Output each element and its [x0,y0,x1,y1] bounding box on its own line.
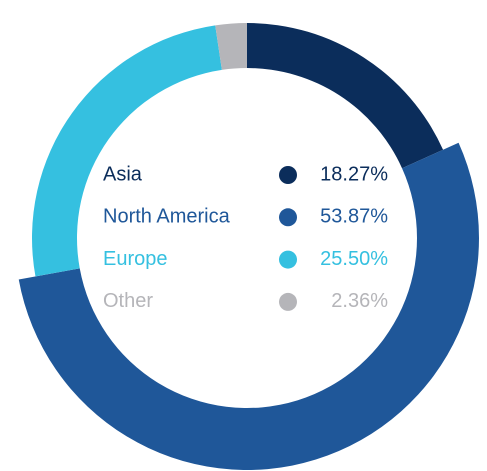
value-label: 18.27% [320,163,388,185]
donut-segment [215,23,247,70]
value-label: 25.50% [320,248,388,270]
legend-label: Europe [103,248,168,270]
donut-segment [18,142,479,470]
legend-marker [279,250,297,269]
donut-segment [31,25,222,277]
legend-marker [279,292,297,311]
legend-label: Other [103,290,153,312]
donut-segment [247,23,444,169]
legend-marker [279,166,297,184]
value-label: 2.36% [331,290,388,312]
legend-label: Asia [103,163,143,185]
legend-marker [279,208,297,227]
value-label: 53.87% [320,206,388,228]
legend-label: North America [103,206,231,228]
